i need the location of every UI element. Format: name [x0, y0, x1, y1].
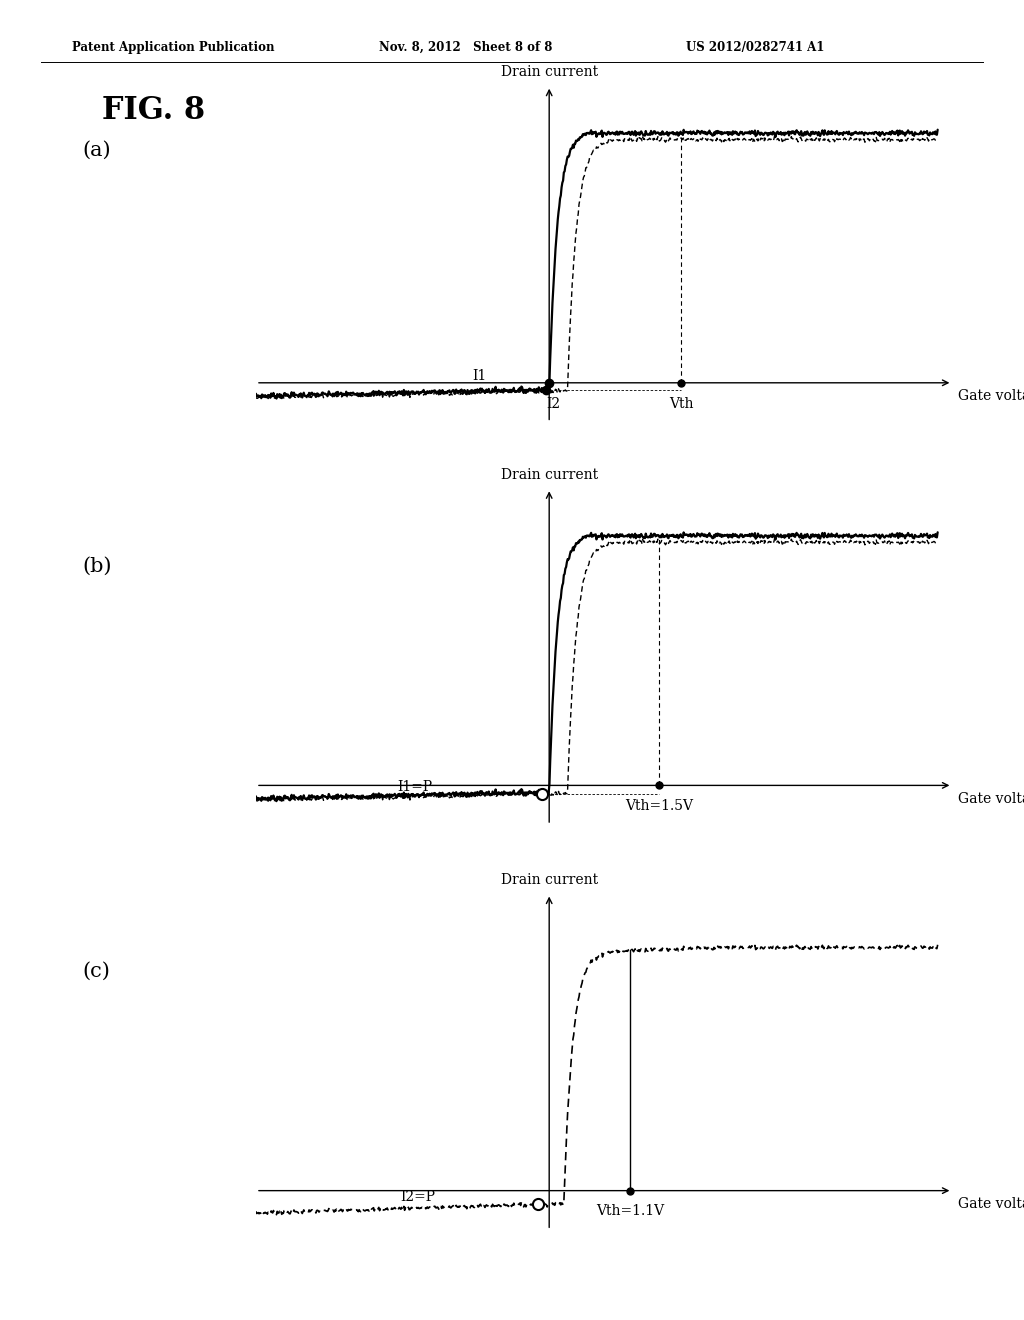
Text: I1=P: I1=P — [396, 780, 432, 793]
Text: Gate voltage: Gate voltage — [958, 792, 1024, 805]
Text: Nov. 8, 2012   Sheet 8 of 8: Nov. 8, 2012 Sheet 8 of 8 — [379, 41, 552, 54]
Text: Gate voltage: Gate voltage — [958, 389, 1024, 403]
Text: Vth: Vth — [669, 396, 693, 411]
Text: Drain current: Drain current — [501, 873, 598, 887]
Text: I2=P: I2=P — [400, 1189, 435, 1204]
Text: (b): (b) — [82, 557, 112, 576]
Text: I1: I1 — [473, 368, 486, 383]
Text: (c): (c) — [82, 962, 110, 981]
Text: US 2012/0282741 A1: US 2012/0282741 A1 — [686, 41, 824, 54]
Text: Gate voltage: Gate voltage — [958, 1197, 1024, 1210]
Text: Vth=1.5V: Vth=1.5V — [625, 799, 693, 813]
Text: Vth=1.1V: Vth=1.1V — [596, 1204, 664, 1218]
Text: FIG. 8: FIG. 8 — [102, 95, 206, 125]
Text: Patent Application Publication: Patent Application Publication — [72, 41, 274, 54]
Text: I2: I2 — [546, 396, 560, 411]
Text: (a): (a) — [82, 141, 111, 160]
Text: Drain current: Drain current — [501, 467, 598, 482]
Text: Drain current: Drain current — [501, 65, 598, 79]
